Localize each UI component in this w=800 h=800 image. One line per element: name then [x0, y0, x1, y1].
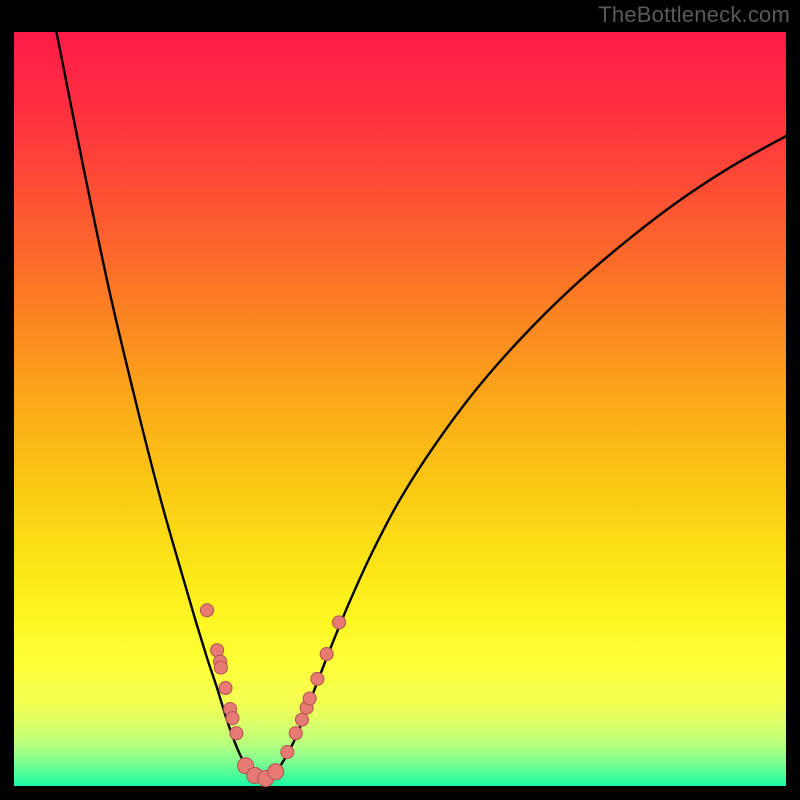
data-point	[303, 692, 316, 705]
data-points	[201, 604, 346, 787]
data-point	[219, 681, 232, 694]
data-point	[289, 727, 302, 740]
data-point	[214, 661, 227, 674]
plot-area	[14, 32, 786, 786]
data-point	[268, 764, 284, 780]
data-point	[201, 604, 214, 617]
chart-frame	[10, 28, 790, 790]
data-point	[311, 672, 324, 685]
curve-layer	[14, 32, 786, 786]
bottleneck-curve	[56, 32, 786, 780]
data-point	[295, 713, 308, 726]
data-point	[333, 616, 346, 629]
data-point	[320, 648, 333, 661]
data-point	[226, 712, 239, 725]
watermark-text: TheBottleneck.com	[598, 2, 790, 28]
data-point	[230, 727, 243, 740]
data-point	[281, 746, 294, 759]
